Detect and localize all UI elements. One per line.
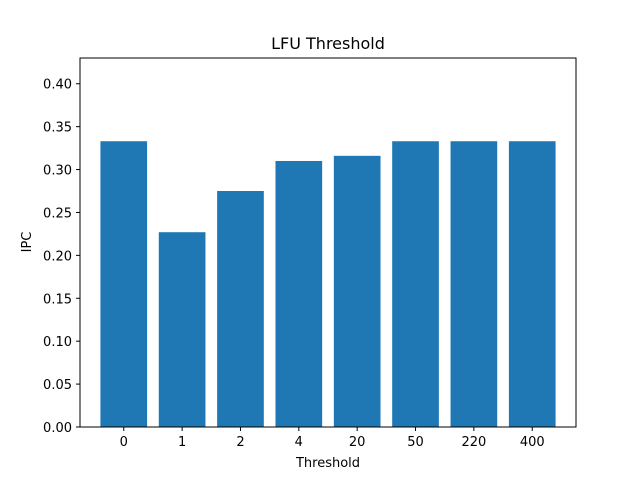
y-tick-label: 0.25 bbox=[43, 206, 72, 221]
x-tick-label: 220 bbox=[461, 435, 486, 450]
bar-4 bbox=[275, 160, 323, 427]
y-tick-label: 0.35 bbox=[43, 121, 72, 136]
y-tick-label: 0.10 bbox=[43, 335, 72, 350]
x-axis-label: Threshold bbox=[295, 456, 360, 471]
y-tick-label: 0.05 bbox=[43, 378, 72, 393]
x-tick-label: 20 bbox=[349, 435, 366, 450]
y-tick-label: 0.20 bbox=[43, 249, 72, 264]
y-tick-label: 0.15 bbox=[43, 292, 72, 307]
x-tick-label: 2 bbox=[236, 435, 244, 450]
bar-20 bbox=[333, 155, 381, 427]
plot-area bbox=[100, 141, 556, 427]
bar-2 bbox=[217, 191, 264, 427]
bar-400 bbox=[508, 141, 556, 427]
y-axis-label: IPC bbox=[20, 232, 35, 253]
y-tick-label: 0.30 bbox=[43, 164, 72, 179]
plot-frame bbox=[79, 57, 577, 428]
bar-50 bbox=[392, 141, 439, 427]
x-tick-label: 400 bbox=[520, 435, 545, 450]
x-axis: 0 1 2 4 20 50 220 400 bbox=[120, 427, 545, 450]
x-tick-label: 4 bbox=[295, 435, 303, 450]
bar-1 bbox=[158, 232, 206, 427]
x-tick-label: 1 bbox=[178, 435, 186, 450]
bar-0 bbox=[100, 141, 148, 427]
chart-title: LFU Threshold bbox=[271, 34, 385, 53]
y-tick-label: 0.00 bbox=[43, 421, 72, 436]
x-tick-label: 50 bbox=[407, 435, 424, 450]
y-axis: 0.00 0.05 0.10 0.15 0.20 0.25 0.30 0.35 0.40 bbox=[43, 78, 80, 436]
bar-220 bbox=[450, 141, 498, 427]
y-tick-label: 0.40 bbox=[43, 78, 72, 93]
x-tick-label: 0 bbox=[120, 435, 128, 450]
